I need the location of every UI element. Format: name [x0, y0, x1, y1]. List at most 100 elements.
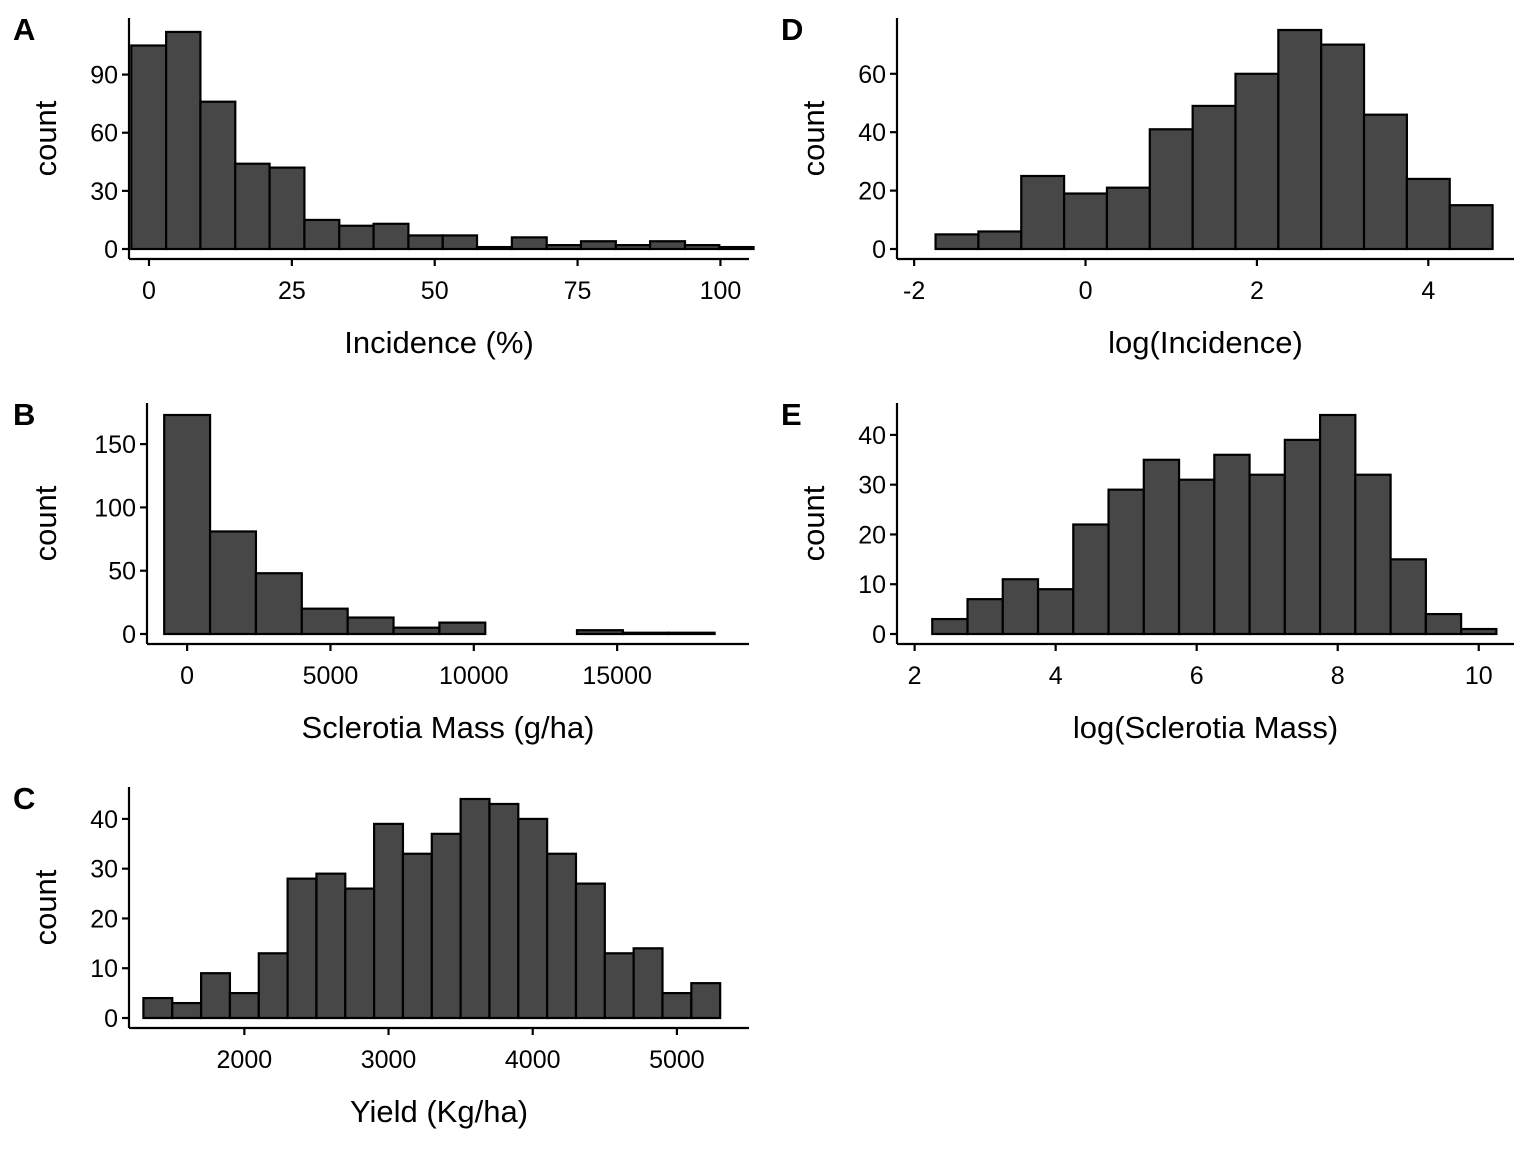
y-tick-label: 0	[122, 621, 136, 649]
x-tick-label: 2	[908, 662, 922, 690]
histogram-bar	[373, 822, 405, 1020]
histogram-bar	[254, 572, 303, 636]
x-axis-title: Incidence (%)	[344, 325, 534, 360]
histogram-bar	[171, 1001, 203, 1020]
x-tick-label: 0	[1079, 277, 1093, 305]
histogram-bar	[1460, 627, 1498, 636]
histogram-bar	[338, 224, 375, 251]
y-tick-label: 0	[104, 236, 118, 264]
panel-letter: D	[781, 12, 803, 47]
x-tick-label: 5000	[649, 1046, 705, 1074]
histogram-bar	[649, 240, 687, 251]
y-tick-label: 50	[108, 558, 136, 586]
histogram-bar	[603, 952, 635, 1020]
histogram-bar	[300, 607, 349, 636]
histogram-bar	[1148, 128, 1194, 251]
y-tick-label: 40	[858, 119, 886, 147]
histogram-bar	[661, 992, 693, 1020]
histogram-bar	[315, 872, 347, 1020]
y-tick-label: 10	[858, 571, 886, 599]
y-tick-label: 40	[90, 806, 118, 834]
histogram-bar	[1191, 104, 1237, 251]
histogram-bar	[1318, 413, 1357, 636]
x-axis-title: Yield (Kg/ha)	[350, 1094, 528, 1129]
y-tick-label: 30	[90, 856, 118, 884]
y-axis-title: count	[28, 485, 63, 561]
histogram-bar	[966, 598, 1004, 636]
histogram-bar	[346, 616, 395, 636]
y-tick-label: 90	[90, 62, 118, 90]
y-tick-label: 60	[858, 61, 886, 89]
histogram-bar	[1020, 174, 1066, 251]
histogram-bar	[303, 218, 341, 251]
y-tick-label: 30	[858, 472, 886, 500]
histogram-bar	[1142, 458, 1181, 636]
histogram-panel-c: 2000 3000 4000 5000 0 10 20 30 40 Yield (Kg/ha) co…	[13, 781, 749, 1129]
histogram-bar	[575, 629, 624, 636]
histogram-bar	[1277, 28, 1323, 251]
histogram-bar	[1072, 523, 1110, 636]
histogram-bar	[199, 972, 232, 1020]
histogram-bar	[1177, 478, 1216, 636]
histogram-bar	[234, 162, 271, 251]
panel-letter: C	[13, 781, 35, 816]
histogram-bar	[545, 244, 583, 251]
histogram-bar	[1448, 204, 1494, 251]
y-tick-label: 10	[90, 955, 118, 983]
histogram-bar	[517, 817, 549, 1020]
histogram-panel-b: 0 5000 10000 15000 0 50 100 150 Sclerotia Mass (…	[13, 397, 749, 745]
histogram-bar	[475, 245, 513, 251]
y-tick-label: 60	[90, 120, 118, 148]
x-tick-label: 0	[180, 662, 194, 690]
histogram-bar	[579, 240, 617, 251]
y-tick-label: 20	[858, 521, 886, 549]
histogram-bar	[683, 244, 721, 251]
histogram-panel-e: 2 4 6 8 10 0 10 20 30 40 log(Sclerotia Mass) count E	[781, 397, 1514, 745]
x-axis-title: log(Sclerotia Mass)	[1073, 710, 1338, 745]
histogram-bar	[163, 413, 212, 636]
x-tick-label: 5000	[303, 662, 359, 690]
histogram-bar	[1405, 177, 1451, 251]
histogram-bar	[1283, 438, 1322, 636]
x-tick-label: 4	[1421, 277, 1435, 305]
histogram-bar	[130, 44, 168, 251]
histogram-bar	[574, 882, 606, 1020]
histogram-bar	[1354, 473, 1392, 636]
histogram-bar	[614, 244, 652, 251]
panel-letter: A	[13, 12, 35, 47]
histogram-bar	[372, 222, 410, 251]
histogram-bar	[459, 797, 491, 1020]
x-tick-label: 0	[142, 277, 156, 305]
y-tick-label: 20	[90, 905, 118, 933]
histogram-bar	[931, 617, 969, 636]
histogram-bar	[199, 100, 237, 251]
x-tick-label: 2	[1250, 277, 1264, 305]
histogram-bar	[208, 530, 258, 636]
histogram-bar	[632, 947, 664, 1020]
histogram-bar	[401, 852, 433, 1020]
histogram-bar	[1107, 488, 1145, 636]
x-tick-label: 50	[421, 277, 449, 305]
y-tick-label: 20	[858, 178, 886, 206]
histogram-bar	[1424, 612, 1463, 636]
histogram-bar	[1105, 186, 1151, 251]
histogram-bar	[1248, 473, 1286, 636]
histogram-bar	[286, 877, 318, 1020]
histogram-bar	[690, 982, 722, 1020]
histogram-bar	[934, 233, 980, 251]
histogram-bar	[438, 621, 487, 636]
histogram-bar	[718, 245, 755, 251]
histogram-bar	[430, 832, 462, 1020]
histogram-bar	[488, 802, 520, 1020]
histogram-bar	[1234, 72, 1280, 251]
histogram-bar	[621, 631, 670, 636]
histogram-bar	[667, 631, 716, 636]
x-tick-label: 4	[1049, 662, 1063, 690]
x-tick-label: 10000	[439, 662, 509, 690]
x-tick-label: 10	[1465, 662, 1493, 690]
histogram-bar	[1001, 578, 1040, 636]
panel-letter: E	[781, 397, 802, 432]
x-tick-label: 100	[700, 277, 742, 305]
